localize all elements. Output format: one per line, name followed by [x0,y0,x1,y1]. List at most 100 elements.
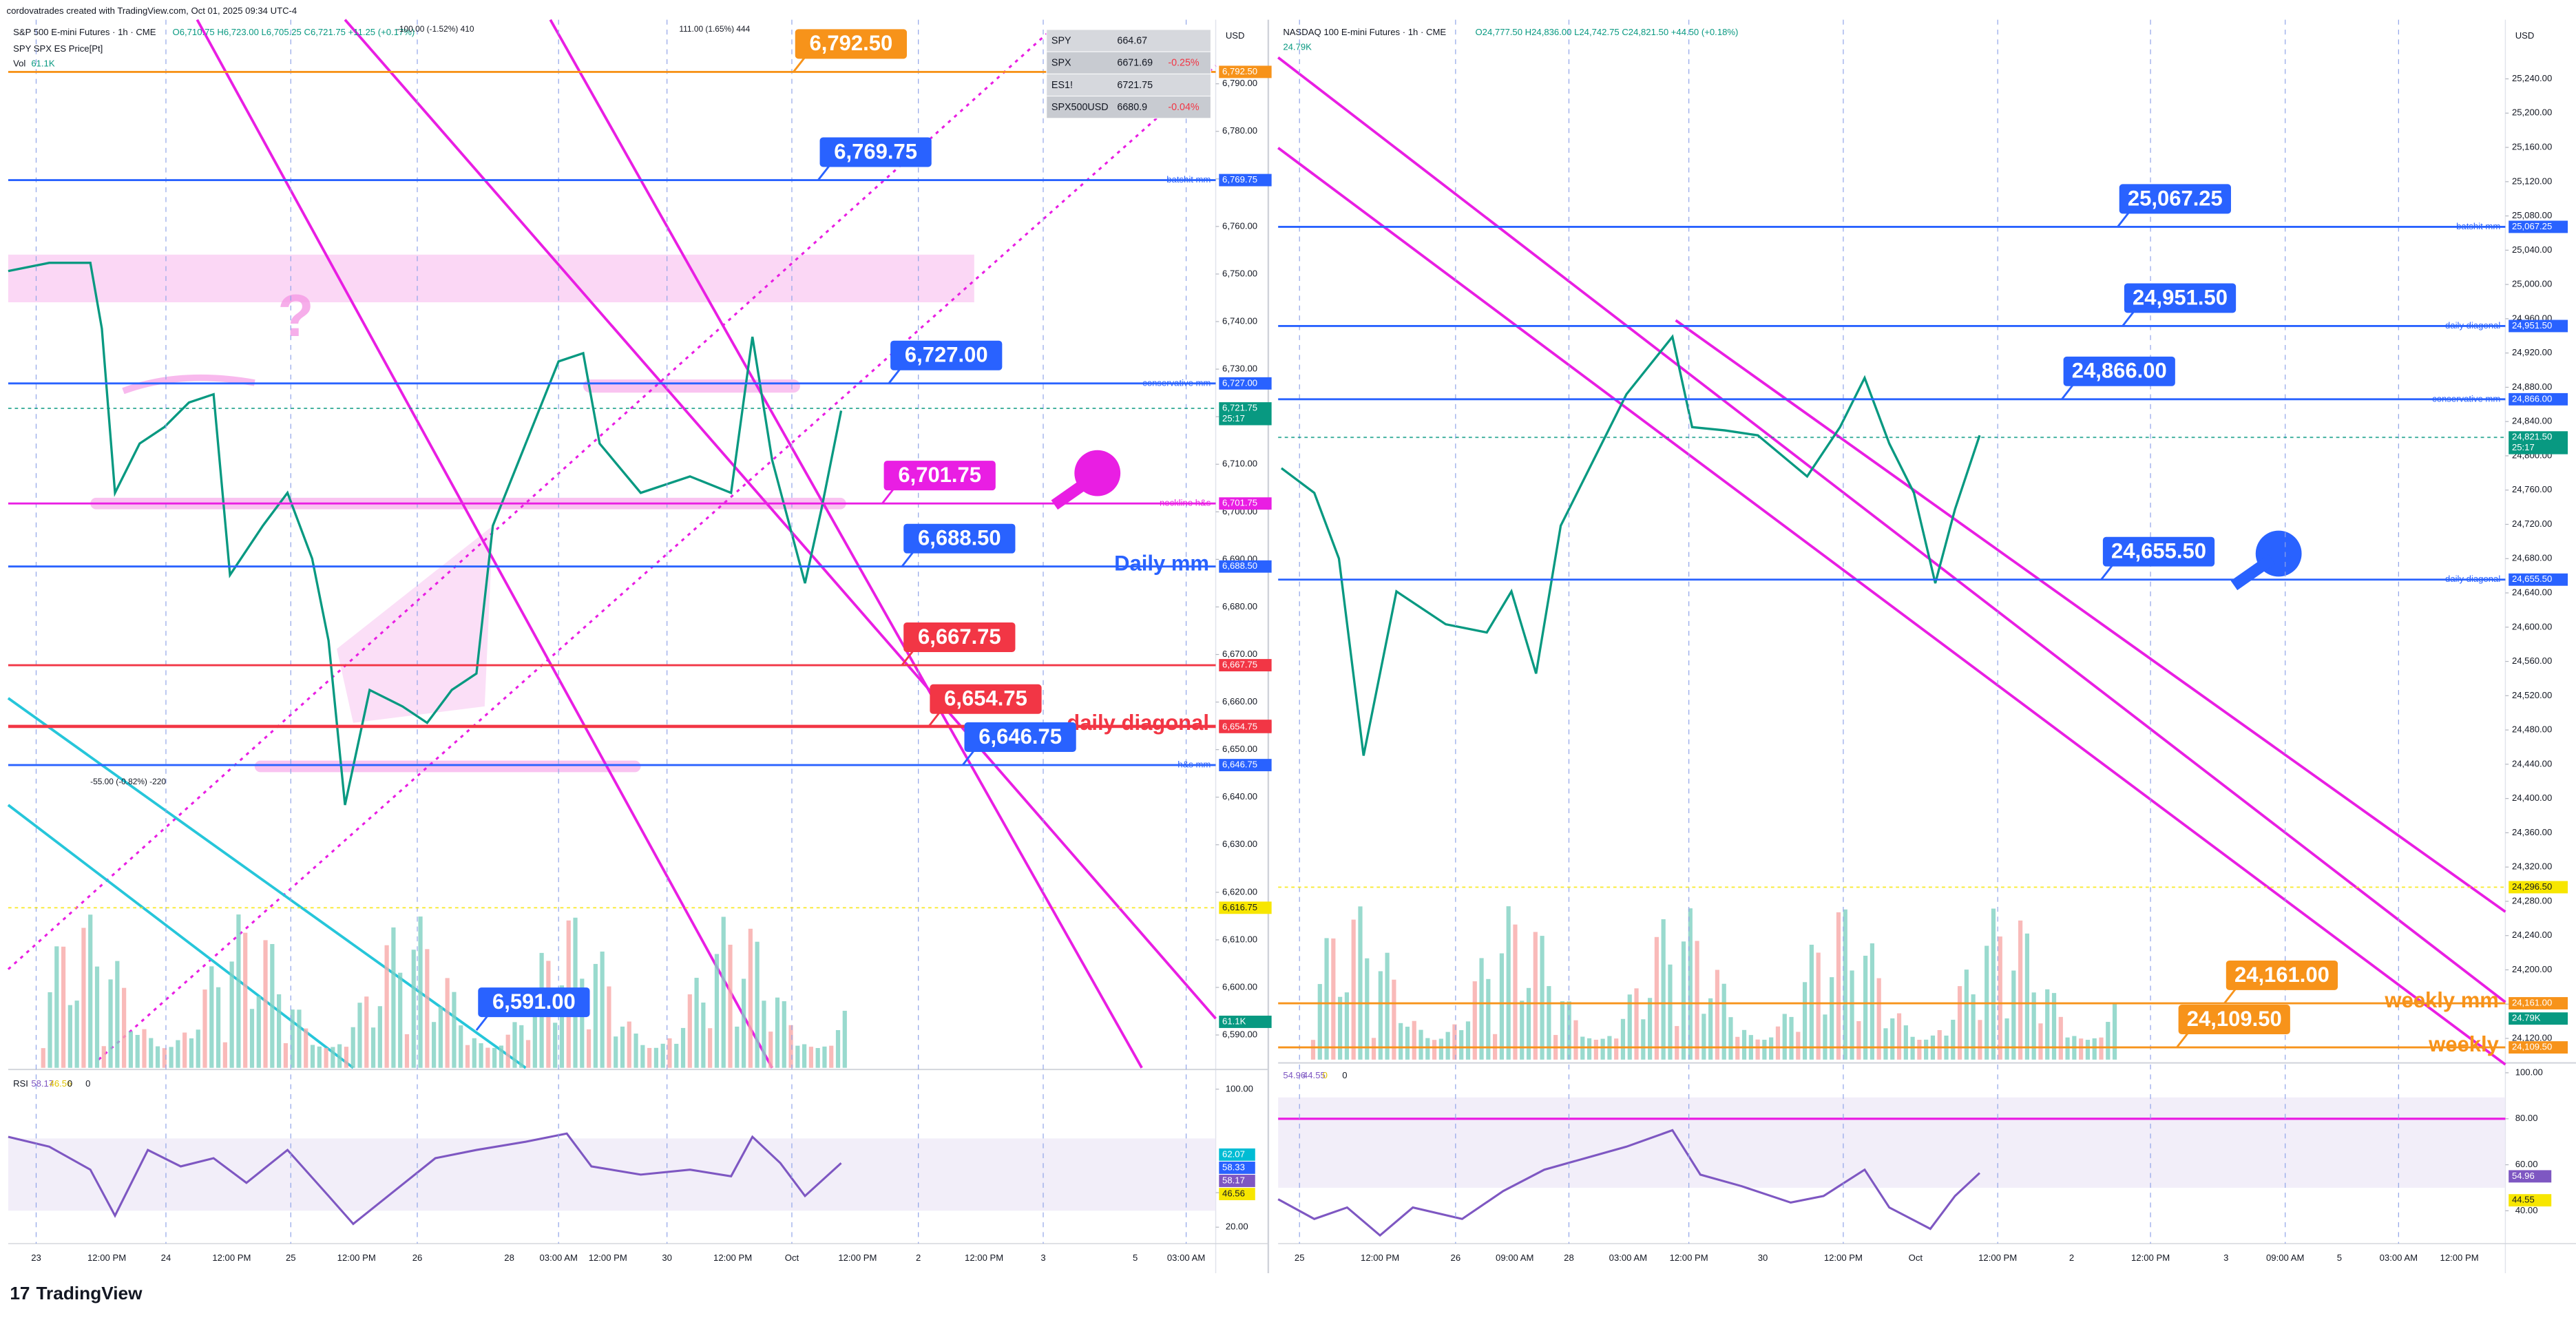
volume-bar [1654,936,1659,1060]
price-tick-label: 24,760.00 [2512,484,2552,494]
volume-bar [337,1044,342,1068]
volume-bar [128,1031,134,1068]
volume-bar [101,1046,106,1068]
currency: USD [2515,30,2535,41]
volume-bar [1634,988,1639,1060]
volume-bar [209,966,214,1068]
volume-bar [2106,1022,2111,1060]
volume-bar [842,1010,847,1068]
volume-bar [243,932,248,1068]
volume-bar [1998,936,2002,1060]
price-tag-label: 24,951.50 [2512,320,2552,331]
volume-bar [2065,1037,2070,1060]
callout [2226,960,2338,990]
volume-bar [620,1026,625,1068]
rsi-tag [2509,1194,2552,1207]
countdown: 25:17 [2512,442,2535,452]
volume-bar [748,928,753,1068]
price-tick-label: 24,360.00 [2512,827,2552,837]
highlight [254,760,641,773]
channel-line [1675,319,2506,913]
rsi-tag [1219,1161,1255,1174]
volume-bar [600,951,605,1068]
volume-bar [1438,1038,1443,1060]
rsi-tick-label: 40.00 [2515,1205,2538,1215]
price-tick-label: 6,600.00 [1222,981,1257,992]
price-tick-label: 6,790.00 [1222,78,1257,88]
price-tick-label: 6,730.00 [1222,364,1257,374]
price-tick-label: 24,120.00 [2512,1032,2552,1043]
time-label: 12:00 PM [337,1253,376,1263]
volume-bar [196,1029,200,1068]
time-label: 12:00 PM [838,1253,877,1263]
volume-bar [270,944,275,1068]
volume-tag [1219,1016,1272,1028]
rsi-tick-label: 60.00 [2515,1159,2538,1169]
volume-bar [667,1038,672,1068]
volume-tag-label: 61.1K [1222,1016,1246,1026]
volume-bar [1971,994,1976,1060]
time-label: 3 [1040,1253,1045,1263]
volume-bar [1465,1021,1471,1060]
price-tick-label: 6,630.00 [1222,839,1257,849]
table-cell: -0.04% [1168,102,1200,113]
volume-bar [1499,953,1504,1060]
volume-bar [142,1029,147,1068]
time-label: 26 [1451,1253,1461,1263]
footer-brand: TradingView [36,1283,143,1303]
volume-bar [1378,971,1383,1060]
volume-bar [1903,1025,1908,1060]
time-label: 12:00 PM [713,1253,752,1263]
price-tick-label: 6,620.00 [1222,886,1257,897]
volume-bar [182,1032,187,1068]
chart-title: NASDAQ 100 E-mini Futures · 1h · CME [1283,27,1446,37]
volume-bar [67,1005,72,1068]
price-tick-label: 6,740.00 [1222,315,1257,326]
volume-bar [149,1038,154,1068]
volume-bar [1425,1038,1430,1060]
rsi-tag [2509,1170,2552,1183]
volume-bar [714,954,720,1068]
volume-bar [741,978,746,1068]
volume-bar [2085,1040,2091,1060]
price-tick-label: 24,320.00 [2512,861,2552,872]
price-tag-label: 6,667.75 [1222,660,1257,670]
rsi-tick-label: 100.00 [1226,1083,1253,1093]
volume-bar [384,945,389,1068]
price-tag [2509,573,2568,586]
volume-bar [2079,1038,2084,1060]
price-tag [2509,319,2568,333]
volume-bar [835,1029,841,1068]
volume-bar [479,1043,483,1068]
callout-pointer [2117,211,2130,228]
rsi-tag-label: 62.07 [1222,1149,1245,1159]
callout [2102,536,2215,567]
volume-bar [155,1046,160,1068]
rsi-legend: 0 [85,1078,90,1089]
price-tick-label: 6,760.00 [1222,220,1257,231]
channel-line [344,19,1217,1020]
time-label: 5 [1133,1253,1138,1263]
table-row [1046,96,1211,119]
volume-bar [708,1028,713,1068]
volume-bar [404,1034,410,1068]
price-tick-label: 24,600.00 [2512,621,2552,631]
price-tick-label: 24,240.00 [2512,930,2552,940]
price-tag [2509,431,2568,454]
volume-bar [310,1045,315,1068]
callout-pointer [475,1014,489,1031]
price-tag-label: 6,701.75 [1222,498,1257,508]
volume-bar [1573,1020,1578,1060]
price-tick-label: 24,560.00 [2512,656,2552,666]
time-label: 24 [161,1253,171,1263]
volume-bar [1850,970,1854,1060]
volume-bar [1830,977,1834,1060]
header-credit: cordovatrades created with TradingView.c… [7,6,297,16]
volume-bar [492,1047,497,1068]
callout [2124,283,2237,313]
chart-title: S&P 500 E-mini Futures · 1h · CME [13,27,156,37]
callout [930,684,1042,714]
volume-bar [1331,938,1336,1060]
price-tag [1219,377,1272,390]
time-label: 12:00 PM [87,1253,126,1263]
